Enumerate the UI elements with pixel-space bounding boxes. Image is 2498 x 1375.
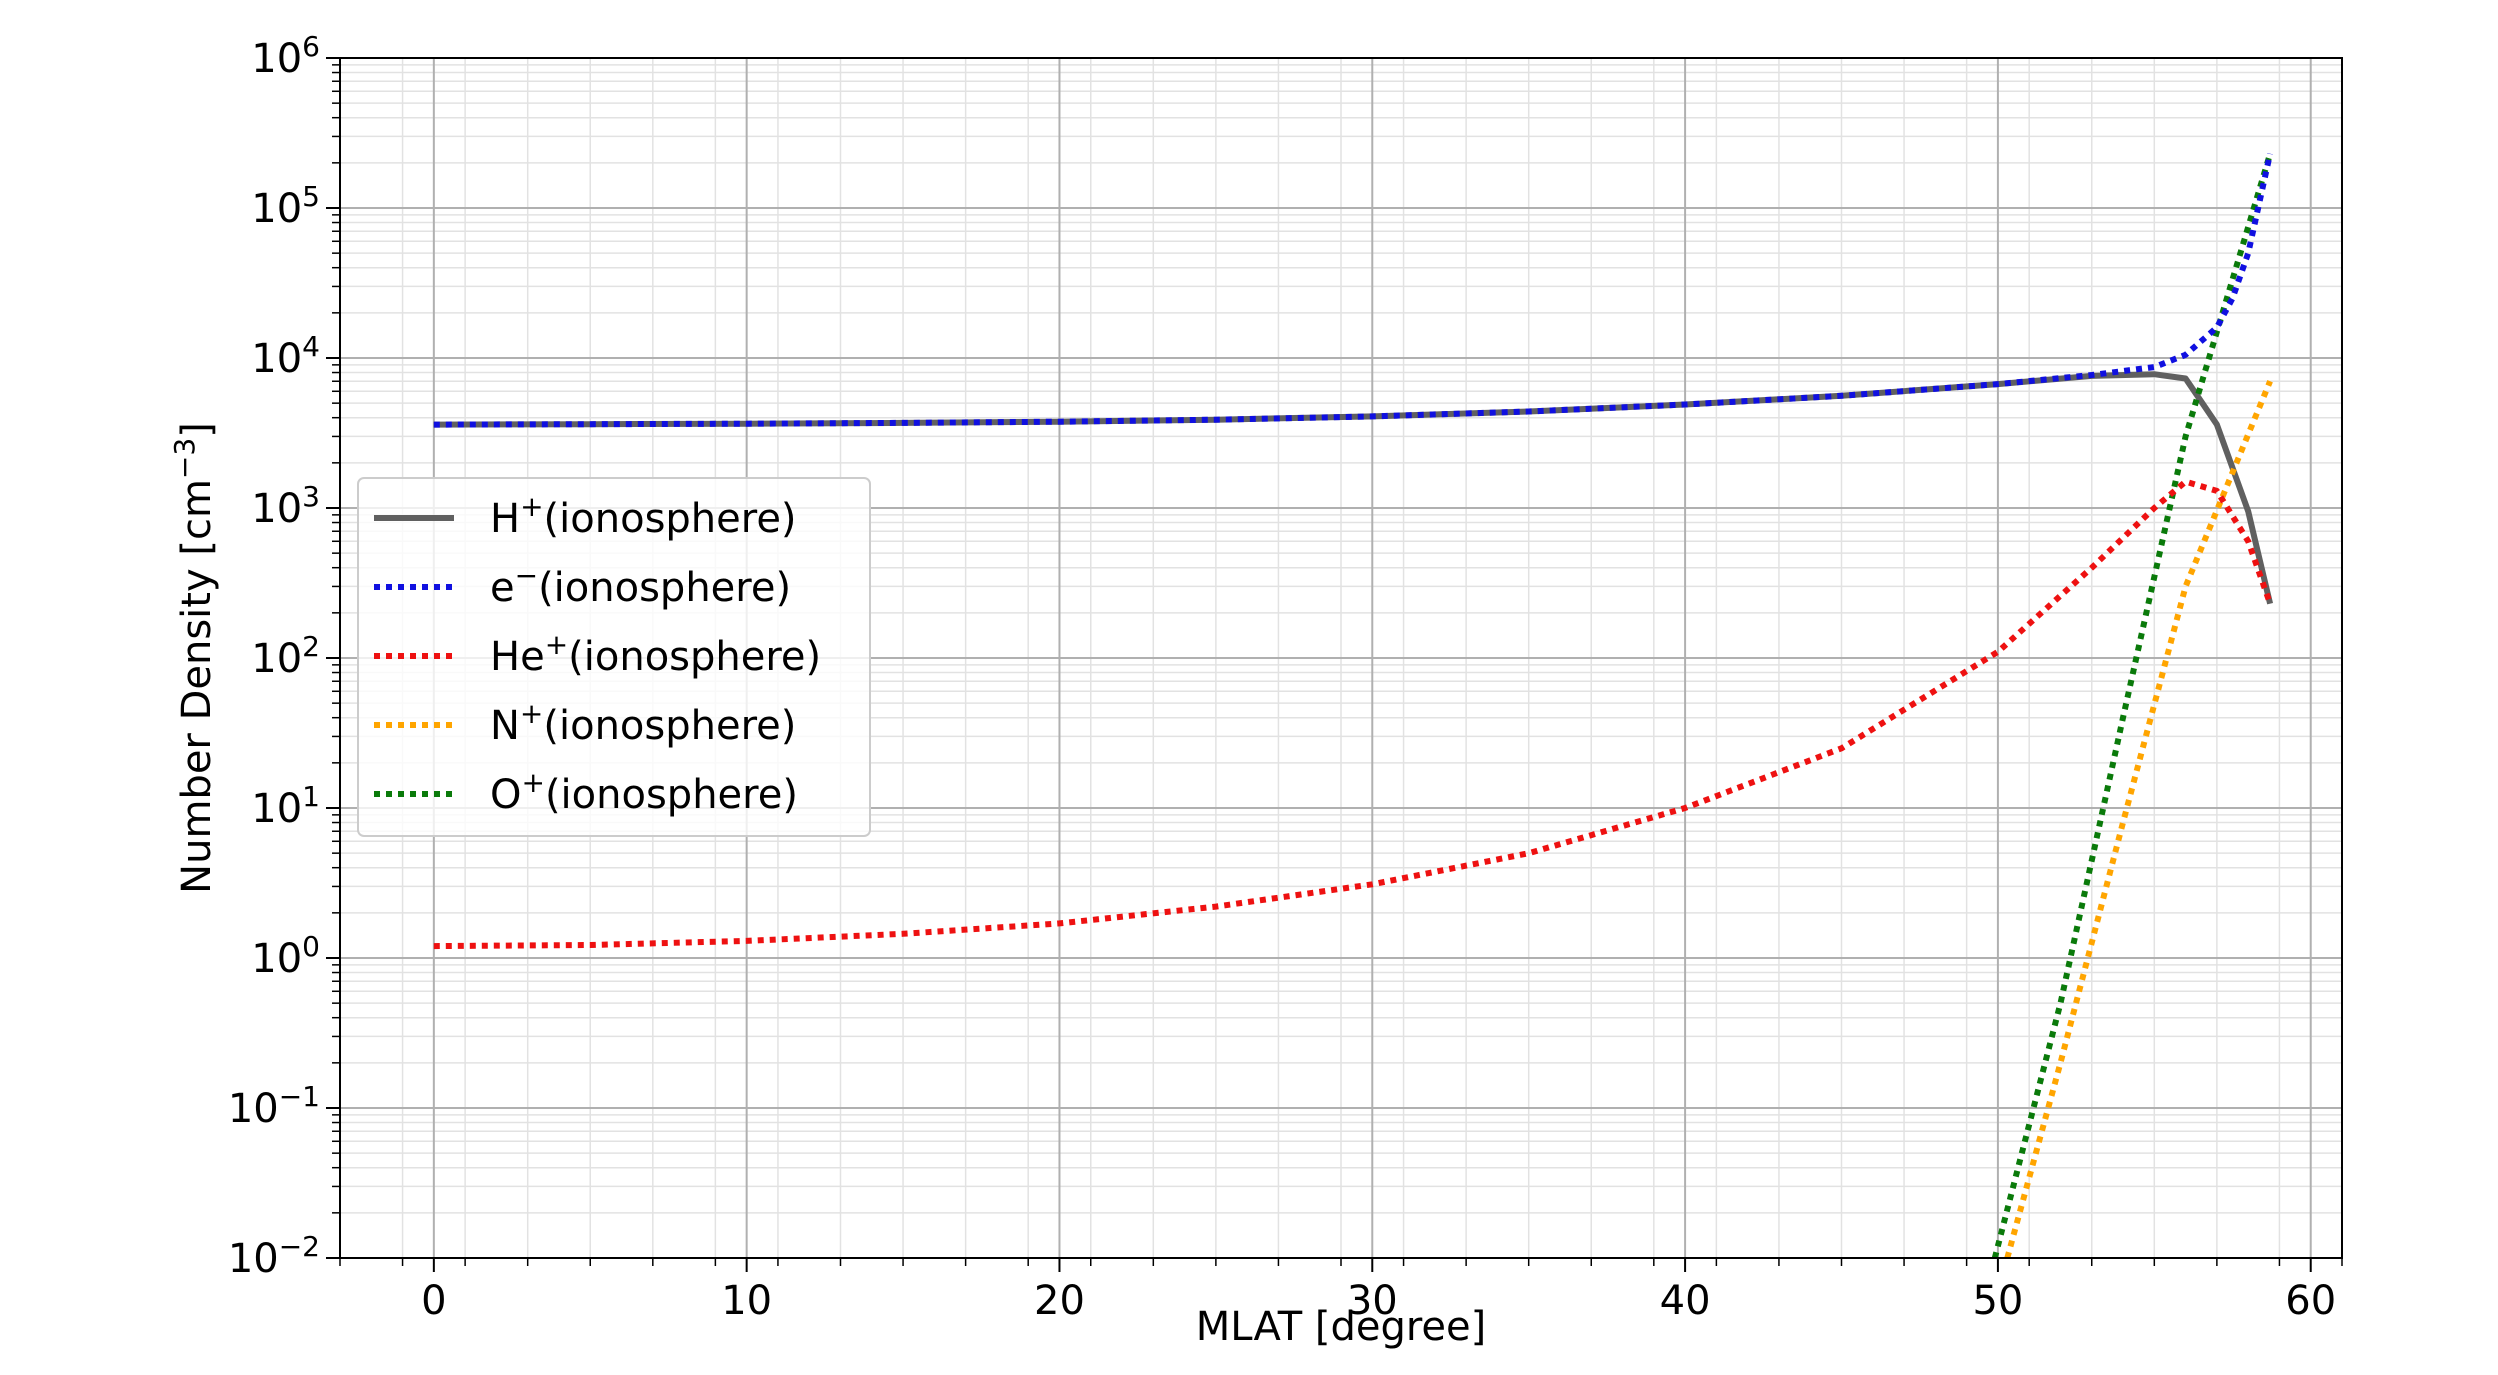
x-tick-label: 10 <box>721 1278 772 1324</box>
y-tick-label-base: 10 <box>251 936 302 982</box>
series-line-n <box>2004 380 2273 1258</box>
legend-label-name: O <box>490 772 521 818</box>
y-tick-label: 106 <box>251 30 320 83</box>
legend: H+(ionosphere)e−(ionosphere)He+(ionosphe… <box>357 477 871 837</box>
x-tick-label: 40 <box>1660 1278 1711 1324</box>
legend-label-suffix: (ionosphere) <box>543 703 796 749</box>
series-line-o <box>1991 152 2273 1258</box>
legend-label-suffix: (ionosphere) <box>545 772 798 818</box>
legend-label-suffix: (ionosphere) <box>538 565 791 611</box>
y-tick-label-exponent: 6 <box>302 30 320 63</box>
legend-label-charge: + <box>545 628 568 661</box>
legend-label-o: O+(ionosphere) <box>490 766 798 819</box>
legend-label-charge: + <box>520 490 543 523</box>
y-tick-label-base: 10 <box>251 186 302 232</box>
x-tick-labels: 0 10 20 30 40 50 60 <box>421 1278 2336 1324</box>
series-line-e <box>433 153 2274 428</box>
y-tick-label-exponent: 2 <box>302 630 320 663</box>
y-tick-label-base: 10 <box>251 636 302 682</box>
legend-box <box>357 477 871 837</box>
legend-label-name: H <box>490 496 520 542</box>
y-tick-label: 102 <box>251 630 320 683</box>
legend-label-charge: + <box>520 697 543 730</box>
x-tick-label: 30 <box>1347 1278 1398 1324</box>
y-tick-label-exponent: 0 <box>302 930 320 963</box>
y-tick-label-exponent: 1 <box>302 780 320 813</box>
y-axis-title-exponent: −3 <box>168 438 201 479</box>
y-tick-label: 104 <box>251 330 320 383</box>
y-tick-label-base: 10 <box>251 486 302 532</box>
legend-label-n: N+(ionosphere) <box>490 697 796 750</box>
y-tick-label: 103 <box>251 480 320 533</box>
y-tick-label: 10−2 <box>228 1230 320 1283</box>
x-tick-label: 0 <box>421 1278 446 1324</box>
legend-label-name: He <box>490 634 545 680</box>
y-tick-label: 101 <box>251 780 320 833</box>
y-tick-label-exponent: −1 <box>279 1080 320 1113</box>
y-tick-label-base: 10 <box>251 36 302 82</box>
legend-label-he: He+(ionosphere) <box>490 628 821 681</box>
y-tick-label-exponent: 4 <box>302 330 320 363</box>
legend-label-e: e−(ionosphere) <box>490 559 791 612</box>
y-axis-title: Number Density [cm−3] <box>168 422 221 894</box>
y-tick-label-base: 10 <box>228 1086 279 1132</box>
series-line-he <box>433 478 2273 950</box>
y-tick-label-exponent: 3 <box>302 480 320 513</box>
x-tick-label: 60 <box>2285 1278 2336 1324</box>
y-tick-label-base: 10 <box>228 1236 279 1282</box>
series-layer <box>433 152 2274 1258</box>
y-tick-label-base: 10 <box>251 786 302 832</box>
legend-label-name: e <box>490 565 515 611</box>
y-axis-title-close: ] <box>174 422 220 438</box>
legend-label-suffix: (ionosphere) <box>544 496 797 542</box>
legend-label-charge: − <box>515 559 538 592</box>
y-tick-label-exponent: 5 <box>302 180 320 213</box>
y-tick-label: 10−1 <box>228 1080 320 1133</box>
y-tick-label: 100 <box>251 930 320 983</box>
axis-ticks <box>326 57 2343 1272</box>
x-tick-label: 20 <box>1034 1278 1085 1324</box>
y-tick-label-base: 10 <box>251 336 302 382</box>
y-tick-label: 105 <box>251 180 320 233</box>
y-axis-title-main: Number Density [cm <box>174 479 220 894</box>
y-tick-label-exponent: −2 <box>279 1230 320 1263</box>
legend-label-charge: + <box>521 766 544 799</box>
legend-label-suffix: (ionosphere) <box>568 634 821 680</box>
x-axis-title: MLAT [degree] <box>1196 1304 1487 1350</box>
x-tick-label: 50 <box>1972 1278 2023 1324</box>
legend-label-h: H+(ionosphere) <box>490 490 797 543</box>
legend-label-name: N <box>490 703 520 749</box>
